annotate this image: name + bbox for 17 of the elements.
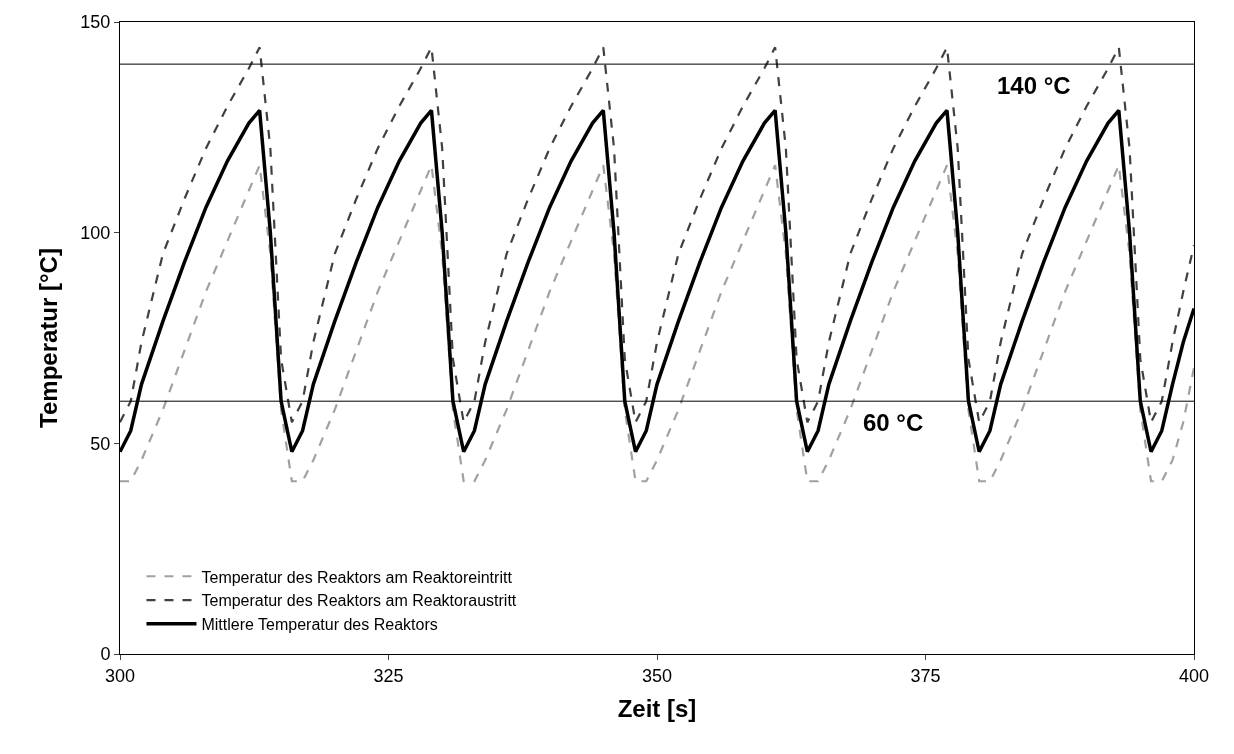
x-tick-label: 325 — [373, 665, 404, 686]
ref-line-label: 140 °C — [997, 72, 1071, 99]
line-series — [120, 164, 1194, 483]
y-axis-title: Temperatur [°C] — [35, 248, 63, 428]
y-tick-label: 50 — [90, 433, 111, 454]
x-tick-label: 300 — [104, 665, 136, 686]
y-tick-label: 100 — [80, 222, 111, 243]
x-axis-title: Zeit [s] — [617, 694, 697, 722]
ref-line-label: 60 °C — [863, 409, 924, 436]
x-tick-label: 400 — [1178, 665, 1210, 686]
y-tick-label: 150 — [80, 12, 111, 33]
legend-label: Temperatur des Reaktors am Reaktoraustritt — [201, 592, 517, 610]
y-tick-label: 0 — [100, 644, 111, 665]
x-tick-label: 375 — [910, 665, 941, 686]
x-tick-label: 350 — [641, 665, 673, 686]
legend-label: Mittlere Temperatur des Reaktors — [201, 616, 438, 634]
legend-label: Temperatur des Reaktors am Reaktoreintritt — [201, 568, 513, 586]
